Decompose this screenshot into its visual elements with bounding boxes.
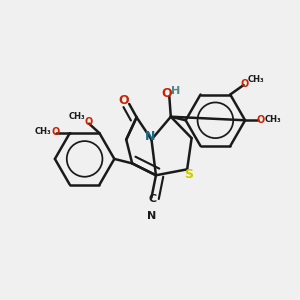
Text: CH₃: CH₃ — [248, 75, 265, 84]
Text: CH₃: CH₃ — [35, 128, 51, 136]
Text: H: H — [171, 86, 180, 96]
Text: CH₃: CH₃ — [69, 112, 85, 121]
Text: O: O — [84, 117, 92, 127]
Text: O: O — [118, 94, 129, 107]
Text: O: O — [161, 87, 172, 100]
Text: O: O — [240, 79, 249, 89]
Text: N: N — [145, 130, 155, 142]
Text: C: C — [148, 194, 156, 204]
Text: O: O — [51, 127, 60, 137]
Text: CH₃: CH₃ — [264, 115, 281, 124]
Text: N: N — [147, 211, 156, 221]
Text: O: O — [256, 115, 265, 125]
Text: S: S — [184, 168, 193, 181]
